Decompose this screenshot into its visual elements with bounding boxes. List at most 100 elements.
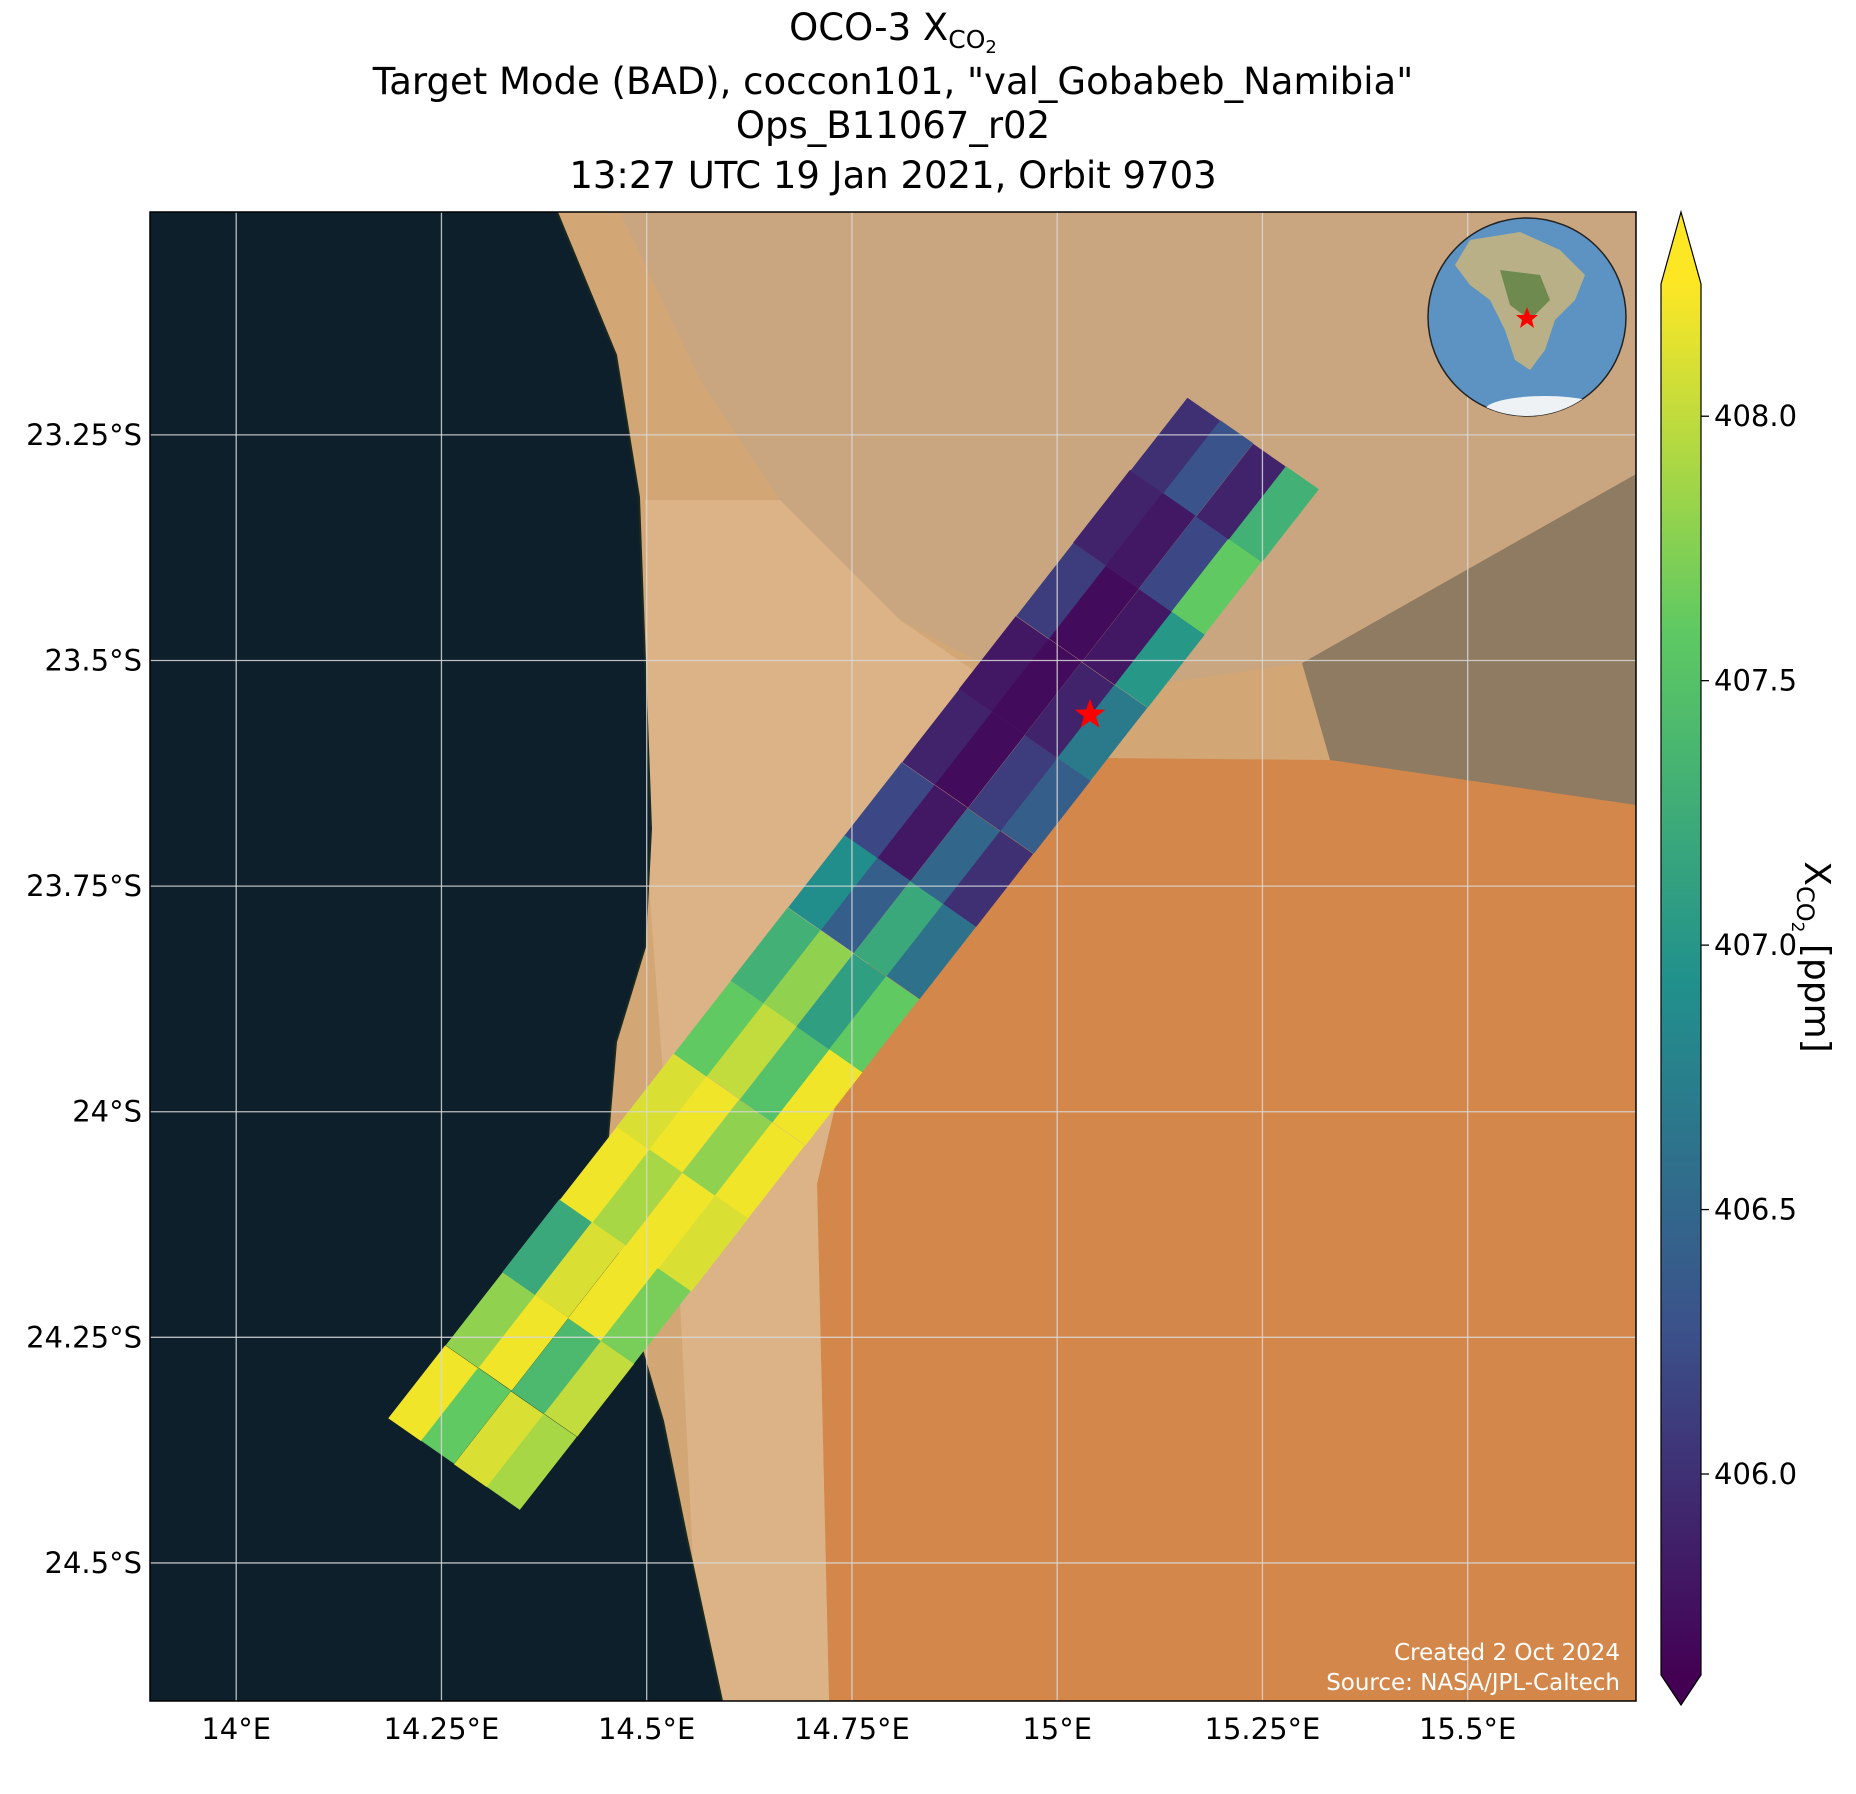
- sounding: [1138, 515, 1229, 612]
- colorbar-label-subsubscript: 2: [1787, 922, 1807, 933]
- sounding: [1016, 543, 1107, 639]
- sounding: [788, 834, 879, 931]
- sounding: [715, 1122, 805, 1219]
- sounding: [1130, 397, 1221, 494]
- sounding: [844, 762, 935, 859]
- credit: Source: NASA/JPL-Caltech: [1326, 1670, 1620, 1696]
- sounding: [1114, 611, 1205, 708]
- sounding: [625, 1172, 716, 1269]
- colorbar-outline: [1660, 209, 1702, 1707]
- x-tick-label: 15.25°E: [1205, 1712, 1321, 1746]
- sounding: [1000, 757, 1091, 854]
- gravel-plain: [620, 212, 1636, 700]
- colorbar: [1660, 209, 1702, 1707]
- title-text: OCO-3 X: [789, 6, 948, 49]
- sounding: [943, 830, 1034, 927]
- subtitle: Target Mode (BAD), coccon101, "val_Gobab…: [372, 60, 1413, 103]
- sounding: [796, 953, 887, 1050]
- y-tick-label: 23.5°S: [45, 644, 142, 678]
- colorbar-extend-max: [1661, 212, 1701, 284]
- sounding: [706, 1003, 797, 1100]
- sounding: [935, 711, 1025, 808]
- sounding: [486, 1413, 577, 1510]
- sounding: [568, 1245, 658, 1342]
- x-tick-label: 14°E: [201, 1712, 271, 1746]
- credit: Created 2 Oct 2024: [1394, 1640, 1620, 1666]
- coastline: [556, 212, 723, 1701]
- sounding: [600, 1267, 691, 1364]
- sounding: [511, 1318, 602, 1415]
- colorbar-tick-label: 407.5: [1714, 664, 1797, 698]
- sounding: [649, 1076, 740, 1173]
- sounding: [388, 1345, 479, 1442]
- sounding: [544, 1340, 635, 1437]
- colorbar-body: [1661, 284, 1701, 1675]
- map-frame: [149, 211, 1637, 1702]
- sounding: [886, 903, 977, 1000]
- sounding: [592, 1149, 683, 1246]
- y-tick-label: 23.25°S: [26, 418, 142, 452]
- sounding: [910, 808, 1001, 905]
- africa-vegetation: [1500, 270, 1550, 320]
- dune-sea: [817, 758, 1636, 1701]
- sounding: [616, 1053, 707, 1150]
- sounding: [820, 857, 911, 954]
- sounding: [730, 907, 821, 1004]
- sounding: [1073, 469, 1163, 566]
- sounding: [1057, 684, 1148, 781]
- colorbar-tick-label: 407.0: [1714, 928, 1797, 962]
- x-tick-label: 14.25°E: [384, 1712, 500, 1746]
- x-tick-label: 14.75°E: [794, 1712, 910, 1746]
- colorbar-ticks: 406.0 406.5 407.0 407.5 408.0: [1701, 399, 1797, 1491]
- grid: [150, 212, 1636, 1701]
- sounding: [877, 784, 968, 881]
- sounding: [673, 980, 764, 1077]
- sounding: [958, 616, 1049, 713]
- sounding: [453, 1391, 544, 1488]
- y-tick-label: 24°S: [72, 1095, 142, 1129]
- colorbar-label: XCO2 [ppm]: [1787, 861, 1837, 1052]
- colorbar-label-unit: [ppm]: [1796, 932, 1837, 1052]
- x-tick-label: 15°E: [1022, 1712, 1092, 1746]
- colorbar-label-subscript: CO: [1791, 886, 1819, 922]
- globe-inset: [1427, 217, 1627, 417]
- x-tick-label: 15.5°E: [1419, 1712, 1516, 1746]
- globe-marker: [1516, 307, 1538, 328]
- y-tick-label: 24.5°S: [45, 1546, 142, 1580]
- sounding: [967, 735, 1058, 832]
- coastal-dunes: [645, 500, 1101, 1701]
- sounding: [1105, 492, 1196, 589]
- colorbar-tick-label: 406.5: [1714, 1193, 1797, 1227]
- sounding: [763, 930, 854, 1027]
- title: OCO-3 XCO2: [789, 6, 997, 58]
- sounding: [853, 880, 944, 977]
- sounding: [478, 1294, 569, 1391]
- sounding: [739, 1026, 830, 1123]
- sounding: [535, 1221, 626, 1318]
- sounding: [1196, 443, 1287, 540]
- sounding: [1049, 565, 1140, 662]
- subtitle: 13:27 UTC 19 Jan 2021, Orbit 9703: [569, 154, 1216, 197]
- sounding: [772, 1049, 863, 1146]
- sounding: [902, 689, 993, 786]
- sounding: [502, 1199, 593, 1296]
- sounding: [658, 1195, 749, 1292]
- target-marker: [1074, 698, 1106, 728]
- x-tick-label: 14.5°E: [598, 1712, 695, 1746]
- colorbar-label-text: X: [1796, 861, 1837, 886]
- colorbar-extend-min: [1661, 1675, 1701, 1705]
- title-subsubscript: 2: [985, 37, 996, 58]
- y-tick-label: 23.75°S: [26, 869, 142, 903]
- sounding: [1228, 466, 1319, 563]
- sounding: [991, 638, 1082, 735]
- colorbar-tick-label: 408.0: [1714, 399, 1797, 433]
- sounding: [421, 1367, 512, 1464]
- subtitle: Ops_B11067_r02: [736, 104, 1050, 147]
- sounding: [1163, 420, 1254, 517]
- y-tick-label: 24.25°S: [26, 1320, 142, 1354]
- sounding: [682, 1099, 773, 1196]
- sounding: [1024, 662, 1115, 759]
- sounding: [445, 1272, 536, 1369]
- antarctica: [1485, 396, 1605, 416]
